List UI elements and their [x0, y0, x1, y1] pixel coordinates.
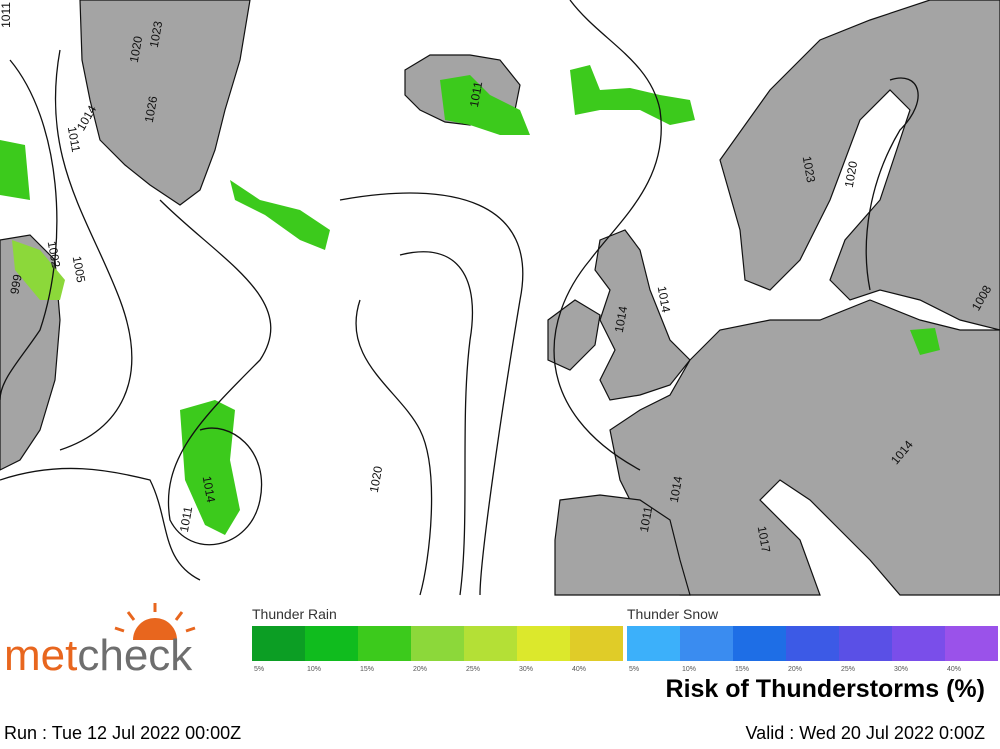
- logo-check: check: [77, 631, 193, 680]
- isobar-label: 1020: [842, 160, 860, 189]
- isobar-label: 1020: [127, 35, 145, 64]
- land: [0, 0, 1000, 596]
- isobar-label: 1023: [800, 155, 818, 184]
- isobar-label: 1014: [655, 285, 673, 314]
- legend-label: 15%: [735, 666, 749, 673]
- isobar-label: 1014: [200, 475, 218, 504]
- isobar-label: 1011: [467, 80, 485, 108]
- legend-swatch: [570, 626, 623, 661]
- isobars: [0, 0, 919, 596]
- map-title: Risk of Thunderstorms (%): [666, 675, 985, 703]
- legend-swatch: [839, 626, 892, 661]
- legend-swatch: [358, 626, 411, 661]
- isobar-label: 1026: [142, 95, 160, 124]
- legend-swatch: [252, 626, 305, 661]
- legend-swatch: [786, 626, 839, 661]
- legend-label: 10%: [682, 666, 696, 673]
- legend-label: 30%: [894, 666, 908, 673]
- legend-swatch: [305, 626, 358, 661]
- legend-label: 15%: [360, 666, 374, 673]
- legend-label: 5%: [629, 666, 639, 673]
- legend-label: 5%: [254, 666, 264, 673]
- legend-label: 40%: [572, 666, 586, 673]
- legend-label: 20%: [788, 666, 802, 673]
- isobar-label: 1014: [667, 475, 685, 504]
- legend-label: 40%: [947, 666, 961, 673]
- isobar-label: 1020: [367, 465, 385, 494]
- isobar-label: 1011: [177, 505, 195, 533]
- legend-swatch: [892, 626, 945, 661]
- legend-swatch: [464, 626, 517, 661]
- legend-title: Thunder Snow: [627, 606, 719, 622]
- isobar-label: 1011: [637, 505, 655, 533]
- logo: metcheck: [4, 603, 196, 680]
- legend-swatch: [411, 626, 464, 661]
- isobar-label: 1023: [147, 20, 165, 49]
- isobar-label: 1002: [45, 240, 63, 269]
- legend-label: 25%: [841, 666, 855, 673]
- legend-label: 20%: [413, 666, 427, 673]
- legend-label: 30%: [519, 666, 533, 673]
- isobar-label: 1005: [70, 255, 88, 284]
- isobar-label: 1011: [0, 2, 13, 28]
- legend-swatch: [680, 626, 733, 661]
- legend: Thunder Rain 5% 10% 15% 20% 25% 30% 40% Thunder …: [252, 606, 998, 673]
- valid-time: Valid : Wed 20 Jul 2022 0:00Z: [746, 723, 985, 743]
- isobar-label: 999: [7, 273, 24, 295]
- legend-swatch: [945, 626, 998, 661]
- legend-label: 10%: [307, 666, 321, 673]
- isobar-label: 1014: [612, 305, 630, 334]
- isobar-label: 1017: [755, 525, 773, 554]
- legend-label: 25%: [466, 666, 480, 673]
- legend-swatch: [627, 626, 680, 661]
- logo-text: metcheck: [4, 631, 193, 680]
- legend-title: Thunder Rain: [252, 606, 337, 622]
- thunder-areas: [0, 65, 940, 535]
- isobar-label: 1011: [65, 125, 83, 153]
- legend-swatch: [517, 626, 570, 661]
- legend-swatch: [733, 626, 786, 661]
- logo-met: met: [4, 631, 77, 680]
- run-time: Run : Tue 12 Jul 2022 00:00Z: [4, 723, 241, 743]
